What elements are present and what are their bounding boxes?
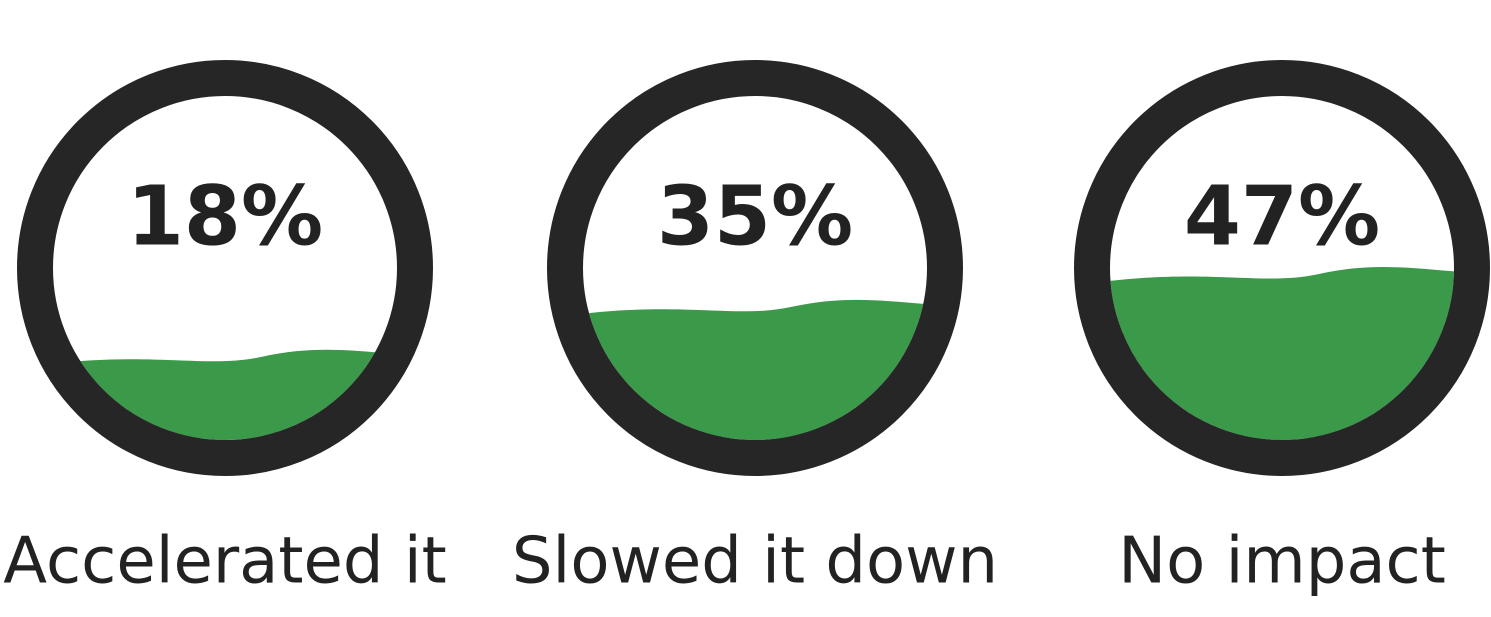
value-label: 18% (127, 169, 323, 264)
category-label: Slowed it down (512, 525, 998, 599)
gauge-ring (547, 60, 963, 476)
gauge-ring (17, 60, 433, 476)
gauge-ring (1074, 60, 1490, 476)
category-label: Accelerated it (3, 525, 446, 599)
category-label: No impact (1118, 525, 1446, 599)
liquid-fill (583, 299, 927, 440)
value-label: 47% (1184, 169, 1380, 264)
liquid-fill (1110, 267, 1454, 440)
value-label: 35% (657, 169, 853, 264)
